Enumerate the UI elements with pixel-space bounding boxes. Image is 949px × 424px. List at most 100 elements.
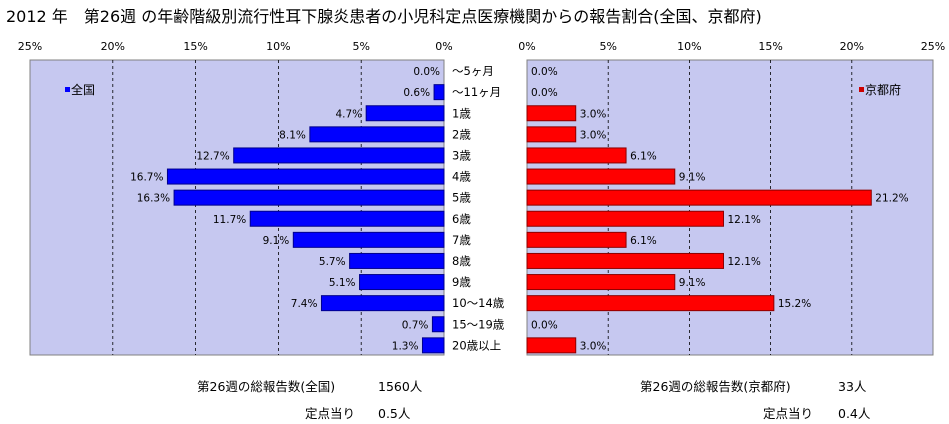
right-tick-label: 10% xyxy=(677,40,701,53)
left-tick-label: 20% xyxy=(101,40,125,53)
left-data-label: 0.6% xyxy=(403,87,430,99)
right-tick-label: 5% xyxy=(599,40,616,53)
right-gridlines xyxy=(607,60,853,355)
legend-national-swatch xyxy=(65,87,70,92)
category-labels: ～5ヶ月 ～11ヶ月 1歳 2歳 3歳 4歳 5歳 6歳 7歳 8歳 9歳 10～14歳 15～19歳 2… xyxy=(452,64,505,352)
left-tick-label: 5% xyxy=(352,40,369,53)
left-data-label: 4.7% xyxy=(335,108,362,120)
right-tick-label: 25% xyxy=(921,40,945,53)
right-data-label: 3.0% xyxy=(580,108,607,120)
category-label: 8歳 xyxy=(452,254,471,268)
left-bar xyxy=(359,274,445,291)
right-axis-ticks: 0% 5% 10% 15% 20% 25% xyxy=(518,40,945,53)
left-data-label: 16.7% xyxy=(130,172,163,184)
chart-title: 2012 年 第26週 の年齢階級別流行性耳下腺炎患者の小児科定点医療機関からの… xyxy=(6,7,762,26)
category-label: 9歳 xyxy=(452,275,471,289)
left-data-label: 11.7% xyxy=(213,214,246,226)
left-data-label: 1.3% xyxy=(392,340,419,352)
right-bar xyxy=(526,337,577,354)
right-bar xyxy=(526,210,725,227)
right-data-label: 3.0% xyxy=(580,340,607,352)
left-tick-label: 10% xyxy=(266,40,290,53)
left-tick-label: 25% xyxy=(18,40,42,53)
right-data-label: 0.0% xyxy=(531,87,558,99)
national-per-label: 定点当り xyxy=(305,406,356,421)
left-data-label: 7.4% xyxy=(291,298,318,310)
right-data-label: 12.1% xyxy=(728,214,761,226)
national-total-value: 1560人 xyxy=(378,379,423,394)
right-bar xyxy=(526,295,775,312)
left-bar xyxy=(365,105,445,122)
left-data-label: 12.7% xyxy=(196,150,229,162)
legend-kyoto: 京都府 xyxy=(859,82,901,97)
right-data-label: 9.1% xyxy=(679,172,706,184)
kyoto-per-label: 定点当り xyxy=(763,406,814,421)
left-bar xyxy=(320,295,445,312)
left-tick-label: 0% xyxy=(435,40,452,53)
left-gridlines xyxy=(112,60,362,355)
right-bar xyxy=(526,189,872,206)
category-label: 4歳 xyxy=(452,170,471,184)
right-data-label: 6.1% xyxy=(630,235,657,247)
left-bar xyxy=(233,147,445,164)
right-bar xyxy=(526,231,627,248)
left-bar xyxy=(349,252,445,269)
left-data-label: 5.7% xyxy=(319,256,346,268)
right-bar xyxy=(526,147,627,164)
right-tick-label: 0% xyxy=(518,40,535,53)
left-bar xyxy=(431,316,445,333)
left-bar xyxy=(173,189,445,206)
right-data-label: 15.2% xyxy=(778,298,811,310)
right-bar xyxy=(526,274,676,291)
left-axis-ticks: 25% 20% 15% 10% 5% 0% xyxy=(18,40,453,53)
kyoto-per-value: 0.4人 xyxy=(838,406,871,421)
left-bars-series xyxy=(166,84,445,354)
left-data-labels: 0.0% 0.6% 4.7% 8.1% 12.7% 16.7% 16.3% 11.7% 9.1%… xyxy=(130,66,440,352)
right-data-label: 0.0% xyxy=(531,319,558,331)
right-bar xyxy=(526,105,577,122)
category-label: ～11ヶ月 xyxy=(452,85,501,99)
kyoto-total-value: 33人 xyxy=(838,379,867,394)
right-data-label: 21.2% xyxy=(875,193,908,205)
legend-national-label: 全国 xyxy=(71,82,95,97)
right-tick-label: 15% xyxy=(758,40,782,53)
category-label: 7歳 xyxy=(452,233,471,247)
right-data-label: 0.0% xyxy=(531,66,558,78)
right-data-label: 6.1% xyxy=(630,150,657,162)
national-per-value: 0.5人 xyxy=(378,406,411,421)
left-bar xyxy=(309,126,445,143)
category-label: 6歳 xyxy=(452,212,471,226)
right-bar xyxy=(526,168,676,185)
left-bar xyxy=(292,231,445,248)
legend-kyoto-swatch xyxy=(859,87,864,92)
right-bars-series xyxy=(526,105,872,354)
legend-kyoto-label: 京都府 xyxy=(865,82,901,97)
left-data-label: 0.0% xyxy=(413,66,440,78)
right-bar xyxy=(526,126,577,143)
national-total-label: 第26週の総報告数(全国) xyxy=(197,379,336,394)
kyoto-total-label: 第26週の総報告数(京都府) xyxy=(640,379,791,394)
left-data-label: 8.1% xyxy=(279,129,306,141)
category-label: 2歳 xyxy=(452,127,471,141)
left-data-label: 5.1% xyxy=(329,277,356,289)
left-bar xyxy=(433,84,445,101)
category-label: 1歳 xyxy=(452,106,471,120)
category-label: 20歳以上 xyxy=(452,338,501,352)
left-data-label: 16.3% xyxy=(137,193,170,205)
right-data-label: 9.1% xyxy=(679,277,706,289)
category-label: ～5ヶ月 xyxy=(452,64,494,78)
category-label: 10～14歳 xyxy=(452,296,505,310)
category-label: 15～19歳 xyxy=(452,317,505,331)
left-bar xyxy=(166,168,445,185)
legend-national: 全国 xyxy=(65,82,95,97)
left-bar xyxy=(421,337,445,354)
category-label: 5歳 xyxy=(452,191,471,205)
right-data-label: 3.0% xyxy=(580,129,607,141)
left-data-label: 9.1% xyxy=(263,235,290,247)
left-data-label: 0.7% xyxy=(402,319,429,331)
left-bar xyxy=(249,210,445,227)
right-tick-label: 20% xyxy=(840,40,864,53)
right-data-label: 12.1% xyxy=(728,256,761,268)
right-bar xyxy=(526,252,725,269)
